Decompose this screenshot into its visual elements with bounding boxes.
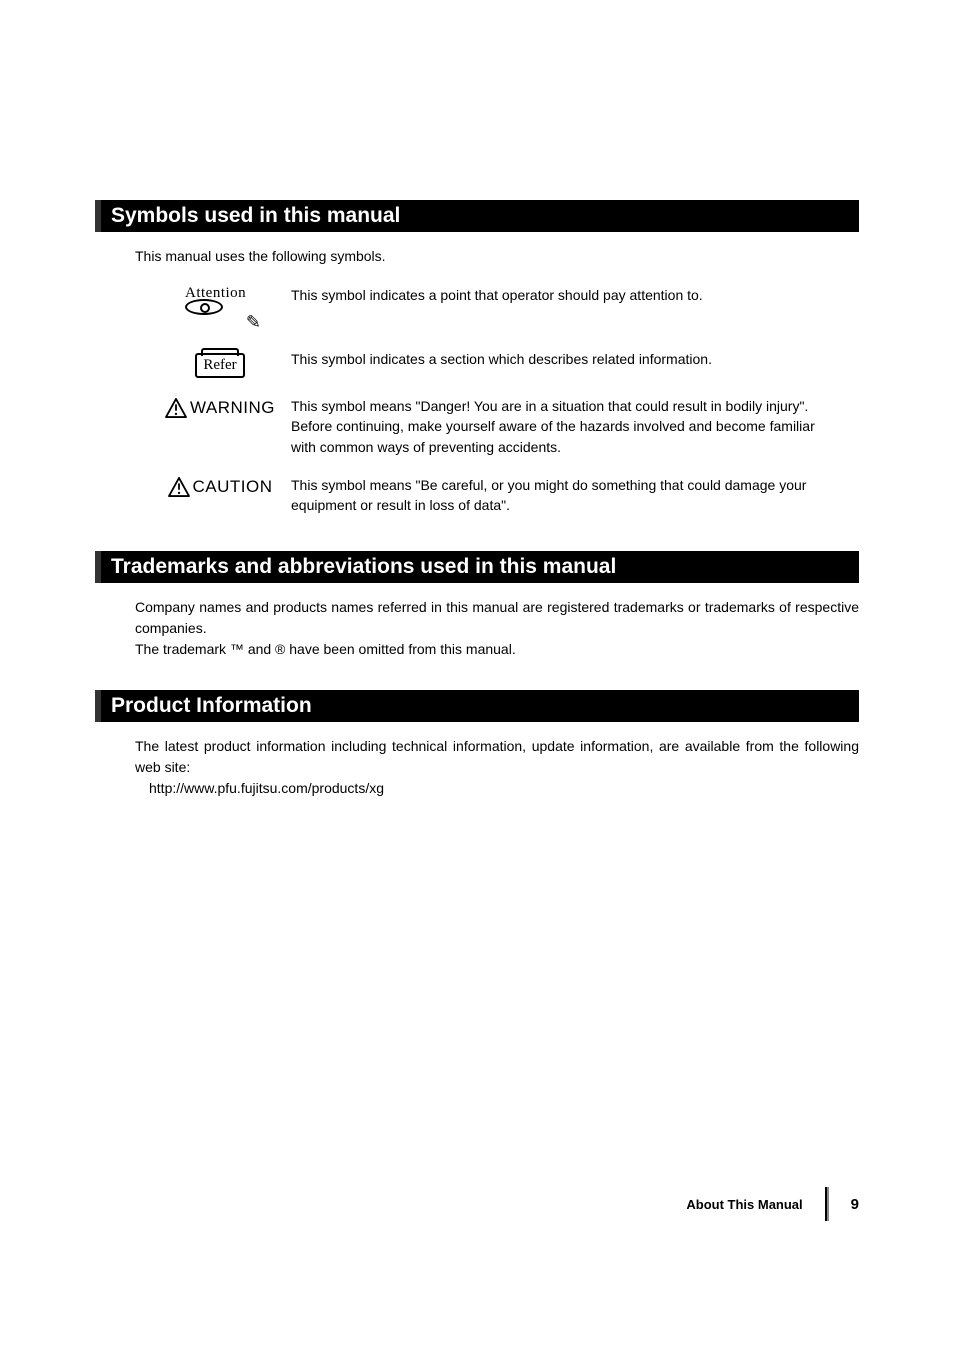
pencil-icon: ✎ [246,312,261,333]
attention-icon: Attention ✎ [155,285,285,331]
footer-page-number: 9 [851,1196,859,1213]
refer-icon-label: Refer [195,353,244,378]
footer-separator [825,1187,829,1221]
warning-triangle-icon [165,398,187,418]
caution-icon-label: CAUTION [193,477,273,497]
symbol-row-warning: WARNING This symbol means "Danger! You a… [155,396,819,457]
caution-triangle-icon [168,477,190,497]
section-header-product: Product Information [95,690,859,722]
trademarks-line1: Company names and products names referre… [135,599,859,636]
product-url: http://www.pfu.fujitsu.com/products/xg [149,778,859,799]
warning-icon-label: WARNING [190,398,275,418]
symbols-intro-text: This manual uses the following symbols. [135,246,859,267]
trademarks-body: Company names and products names referre… [135,597,859,660]
warning-description: This symbol means "Danger! You are in a … [285,396,819,457]
footer-section-name: About This Manual [686,1197,802,1212]
caution-description: This symbol means "Be careful, or you mi… [285,475,819,516]
section-header-trademarks: Trademarks and abbreviations used in thi… [95,551,859,583]
symbol-row-caution: CAUTION This symbol means "Be careful, o… [155,475,819,516]
product-intro: The latest product information including… [135,736,859,778]
caution-icon: CAUTION [155,475,285,497]
symbol-row-refer: Refer This symbol indicates a section wh… [155,349,819,378]
product-body: The latest product information including… [135,736,859,799]
refer-description: This symbol indicates a section which de… [285,349,819,369]
section-header-symbols: Symbols used in this manual [95,200,859,232]
symbols-table: Attention ✎ This symbol indicates a poin… [155,285,819,515]
trademarks-line2: The trademark ™ and ® have been omitted … [135,639,516,660]
refer-icon: Refer [155,349,285,378]
warning-icon: WARNING [155,396,285,418]
symbol-row-attention: Attention ✎ This symbol indicates a poin… [155,285,819,331]
page-content: Symbols used in this manual This manual … [0,0,954,859]
attention-description: This symbol indicates a point that opera… [285,285,819,305]
page-footer: About This Manual 9 [686,1187,859,1221]
